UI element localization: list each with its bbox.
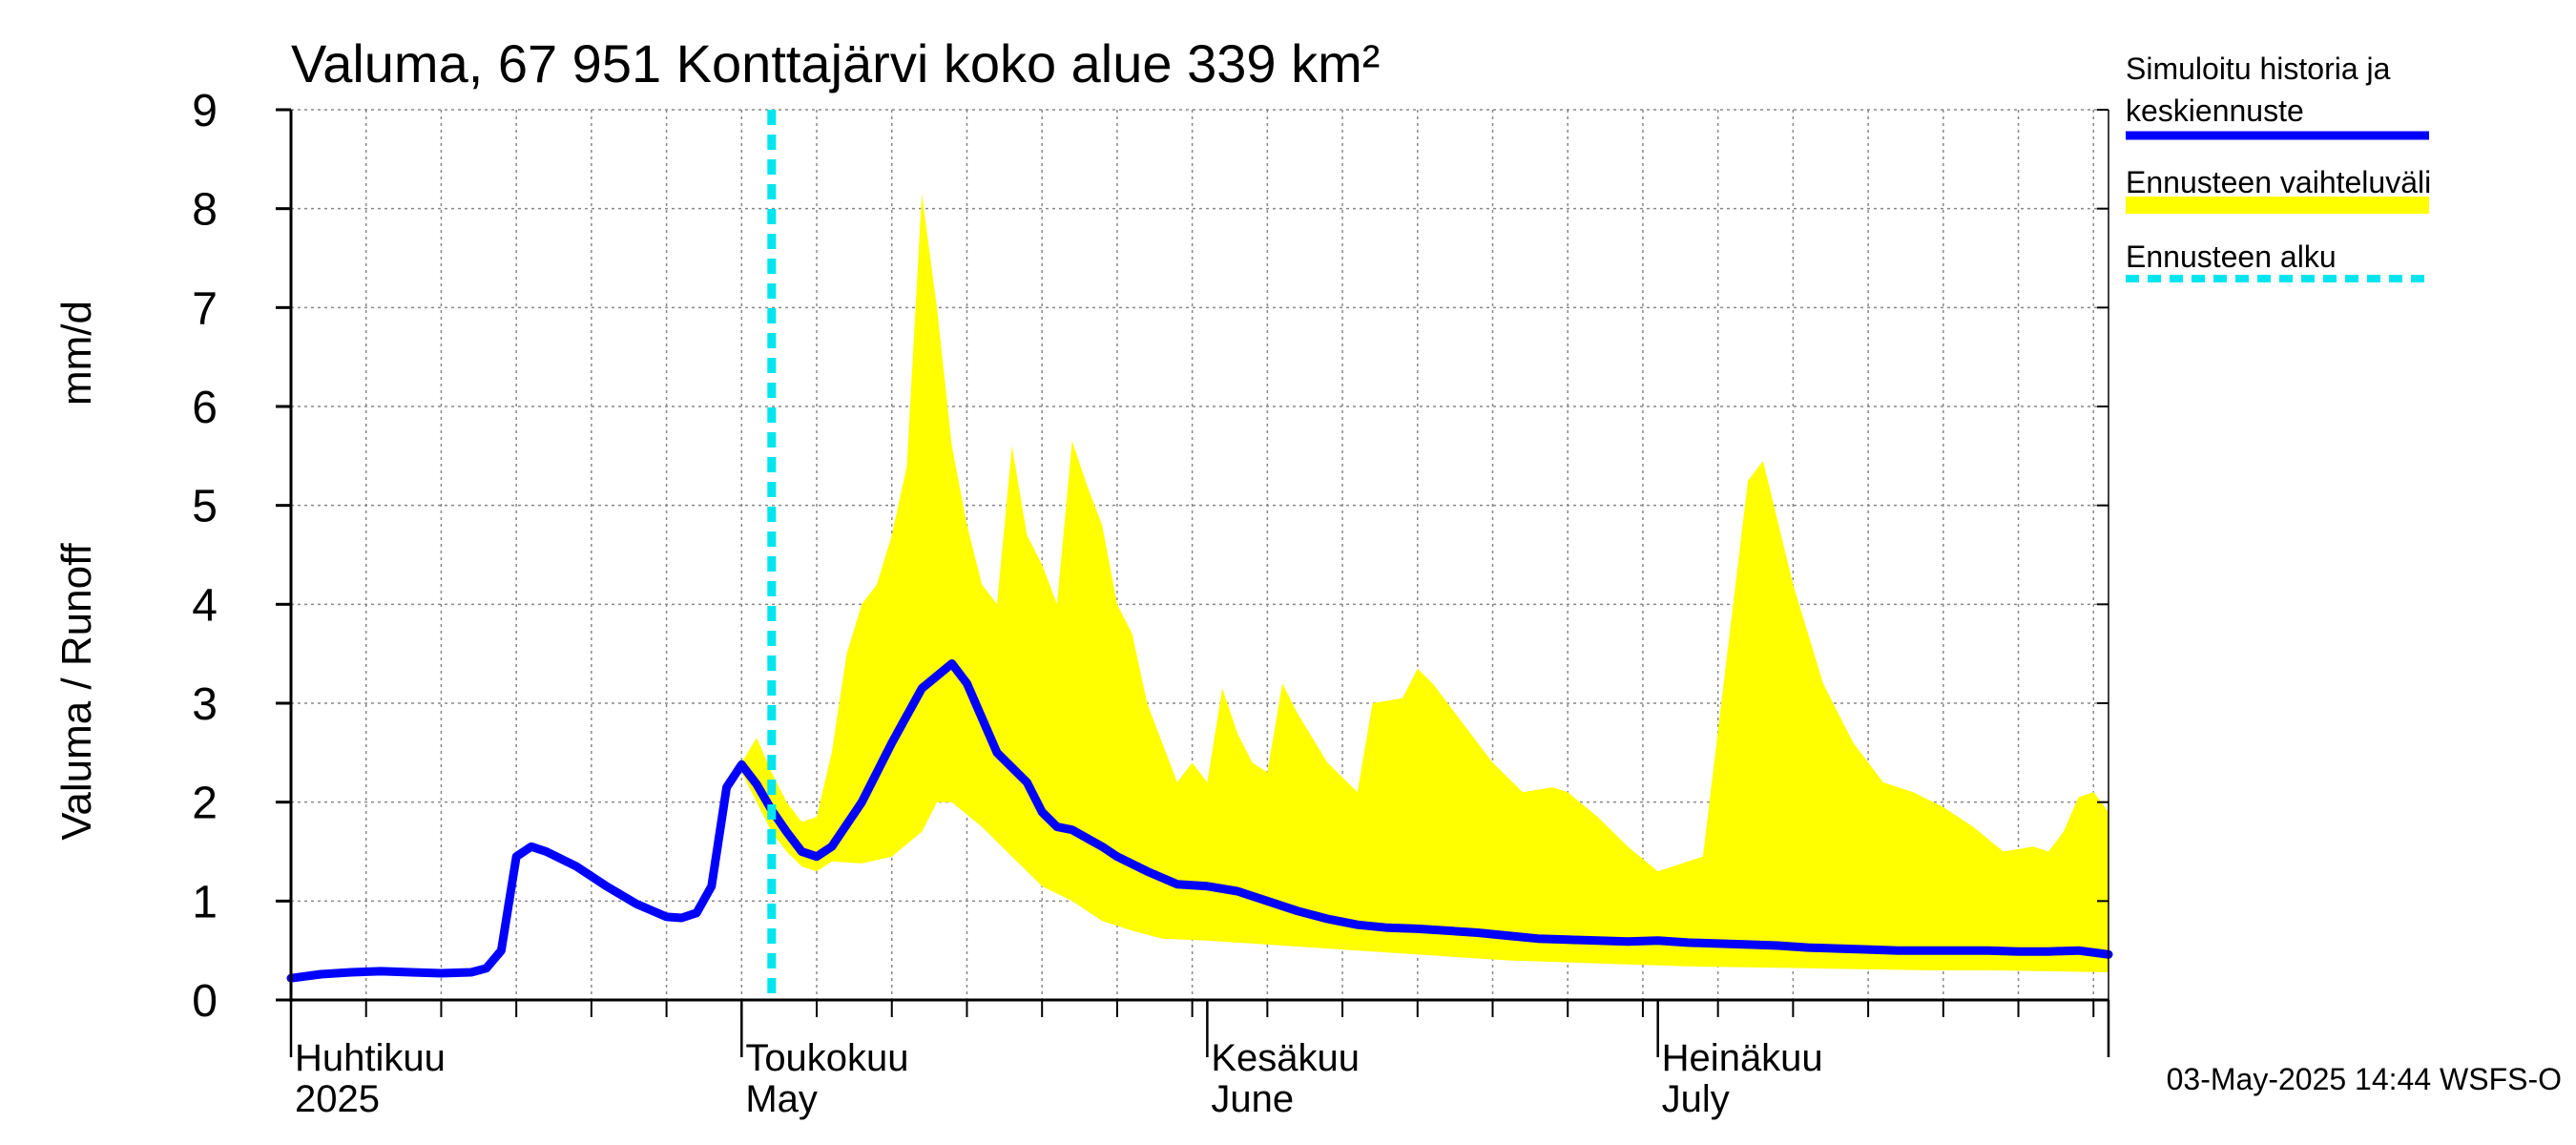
month-sublabel: June — [1211, 1078, 1294, 1120]
simulated-runoff-line — [286, 659, 2113, 983]
footer-timestamp: 03-May-2025 14:44 WSFS-O — [2167, 1062, 2562, 1096]
mean-forecast-line — [286, 659, 2113, 983]
chart-title: Valuma, 67 951 Konttajärvi koko alue 339… — [291, 33, 1380, 94]
y-tick-label: 3 — [192, 679, 218, 730]
legend-label: Ennusteen alku — [2126, 239, 2337, 274]
y-tick-label: 4 — [192, 580, 218, 631]
y-tick-label: 8 — [192, 185, 218, 236]
y-axis-label: Valuma / Runoff — [53, 543, 100, 841]
y-tick-labels: 0 1 2 3 4 5 6 7 8 9 — [192, 86, 2109, 1027]
y-tick-label: 0 — [192, 976, 218, 1027]
month-label: Kesäkuu — [1211, 1037, 1360, 1079]
y-tick-label: 2 — [192, 779, 218, 829]
legend-label: Ennusteen vaihteluväli — [2126, 165, 2431, 199]
month-sublabel: May — [745, 1078, 818, 1120]
x-tick-marks — [289, 1000, 2110, 1057]
y-tick-label: 6 — [192, 383, 218, 433]
legend-label: Simuloitu historia ja — [2126, 52, 2391, 86]
y-tick-label: 9 — [192, 86, 218, 136]
month-label: Toukokuu — [745, 1037, 908, 1079]
legend: Simuloitu historia ja keskiennuste Ennuste… — [2126, 52, 2431, 282]
y-axis-unit: mm/d — [53, 301, 100, 406]
month-sublabel: July — [1662, 1078, 1730, 1120]
legend-swatch-band — [2126, 197, 2429, 214]
y-tick-label: 1 — [192, 877, 218, 927]
y-tick-label: 5 — [192, 482, 218, 532]
month-label: Huhtikuu — [295, 1037, 446, 1079]
forecast-range-band — [741, 194, 2109, 973]
forecast-range-area — [741, 194, 2109, 973]
legend-label-line2: keskiennuste — [2126, 94, 2304, 128]
y-tick-label: 7 — [192, 283, 218, 334]
month-label: Heinäkuu — [1662, 1037, 1823, 1079]
month-sublabel: 2025 — [295, 1078, 380, 1120]
